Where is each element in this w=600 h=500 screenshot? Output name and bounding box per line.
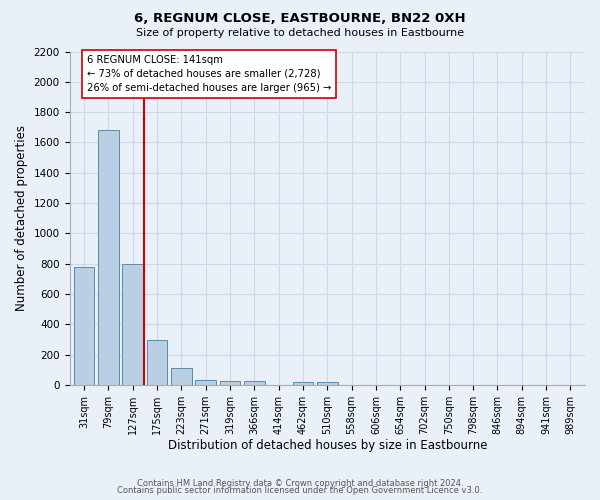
Bar [317,382,338,385]
Bar [244,381,265,385]
X-axis label: Distribution of detached houses by size in Eastbourne: Distribution of detached houses by size … [167,440,487,452]
Bar [293,382,313,385]
Bar [74,266,94,385]
Bar [147,340,167,385]
Bar [98,130,119,385]
Bar [196,380,216,385]
Text: 6, REGNUM CLOSE, EASTBOURNE, BN22 0XH: 6, REGNUM CLOSE, EASTBOURNE, BN22 0XH [134,12,466,26]
Bar [171,368,192,385]
Bar [220,381,241,385]
Text: Contains HM Land Registry data © Crown copyright and database right 2024.: Contains HM Land Registry data © Crown c… [137,478,463,488]
Text: Size of property relative to detached houses in Eastbourne: Size of property relative to detached ho… [136,28,464,38]
Text: Contains public sector information licensed under the Open Government Licence v3: Contains public sector information licen… [118,486,482,495]
Text: 6 REGNUM CLOSE: 141sqm
← 73% of detached houses are smaller (2,728)
26% of semi-: 6 REGNUM CLOSE: 141sqm ← 73% of detached… [86,54,331,92]
Bar [122,264,143,385]
Y-axis label: Number of detached properties: Number of detached properties [15,125,28,311]
